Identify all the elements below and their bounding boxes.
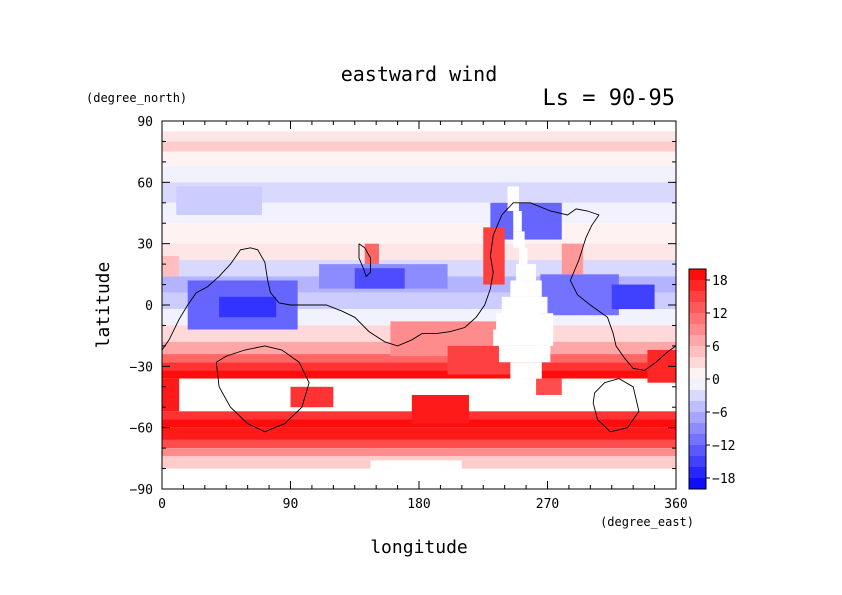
jet-core-cell [162,378,180,412]
colorbar-swatch [689,423,706,435]
colorbar-swatch [689,412,706,424]
x-tick-label: 0 [158,497,166,512]
wind-anomaly-cell [540,274,619,316]
zonal-band [162,223,676,244]
chart-subtitle: Ls = 90-95 [543,86,675,111]
zonal-band [162,182,676,203]
colorbar-swatch [689,313,706,325]
zonal-band [162,448,676,457]
zonal-band [162,141,676,152]
y-tick-label: 60 [137,176,153,191]
wind-anomaly-cell [364,243,380,265]
jet-core-cell [290,386,334,408]
no-data-region [518,378,537,400]
colorbar: 18 12 6 0 −6 −12 −18 [688,268,735,490]
colorbar-swatch [689,390,706,402]
colorbar-swatch [689,335,706,347]
x-axis-label: longitude [370,537,468,558]
y-tick-label: −60 [130,422,153,437]
wind-anomaly-cell [354,268,405,289]
jet-core-cell [411,394,469,424]
x-tick-label: 180 [407,497,430,512]
colorbar-swatch [689,280,706,292]
no-data-region [370,460,462,469]
wind-anomaly-cell [219,296,277,318]
axes: 0 90 180 270 360 90 60 30 0 −30 −60 −90 [130,115,688,512]
colorbar-swatch [689,291,706,303]
colorbar-tick-label: 12 [712,307,728,322]
y-tick-label: −30 [130,360,153,375]
no-data-region [513,210,522,232]
y-axis-label: latitude [93,262,114,349]
x-tick-label: 90 [283,497,299,512]
y-tick-label: 90 [137,115,153,130]
zonal-band [162,439,676,449]
colorbar-swatch [689,467,706,479]
wind-anomaly-cell [176,186,262,216]
no-data-region [496,313,554,330]
zonal-band [162,370,676,379]
colorbar-swatch [689,379,706,391]
topography-contour-line [161,202,677,371]
colorbar-swatch [689,456,706,468]
colorbar-swatch [689,357,706,369]
zonal-band [162,151,676,166]
zonal-band [162,427,676,440]
wind-anomaly-cell [483,227,505,285]
no-data-region [510,280,542,297]
colorbar-swatch [689,346,706,358]
no-data-region [516,264,537,281]
zonal-band [162,362,676,371]
no-data-region [507,186,519,211]
y-tick-label: −90 [130,483,153,498]
x-units-label: (degree_east) [600,515,694,529]
colorbar-tick-label: −6 [712,406,728,421]
wind-field [162,131,676,469]
colorbar-swatch [689,478,706,490]
colorbar-swatch [689,401,706,413]
no-data-region [518,247,528,265]
y-tick-label: 30 [137,238,153,253]
y-units-label: (degree_north) [86,91,187,105]
topography-contour-line [215,345,310,433]
colorbar-swatch [689,269,706,281]
no-data-region [513,231,525,248]
zonal-band [162,165,676,183]
zonal-band [162,354,676,363]
x-tick-label: 270 [536,497,559,512]
wind-anomaly-cell [162,255,180,277]
colorbar-swatch [689,302,706,314]
y-tick-label: 0 [145,299,153,314]
colorbar-tick-label: −18 [712,472,735,487]
chart-title: eastward wind [341,62,498,86]
no-data-region [510,362,542,379]
topography-contour-line [592,378,640,433]
no-data-region [493,329,554,346]
zonal-band [162,131,676,142]
colorbar-swatch [689,434,706,446]
x-tick-label: 360 [664,497,687,512]
topography-contours [161,202,677,433]
no-data-region [501,296,548,314]
wind-anomaly-cell [561,243,584,275]
colorbar-swatch [689,368,706,380]
wind-anomaly-cell [611,284,655,310]
colorbar-swatch [689,324,706,336]
colorbar-tick-label: −12 [712,439,735,454]
colorbar-tick-label: 0 [712,373,720,388]
colorbar-swatch [689,445,706,457]
no-data-region [498,345,551,363]
topography-contour-line [358,243,371,278]
colorbar-tick-label: 6 [712,340,720,355]
colorbar-tick-label: 18 [712,274,728,289]
zonal-band [162,243,676,261]
